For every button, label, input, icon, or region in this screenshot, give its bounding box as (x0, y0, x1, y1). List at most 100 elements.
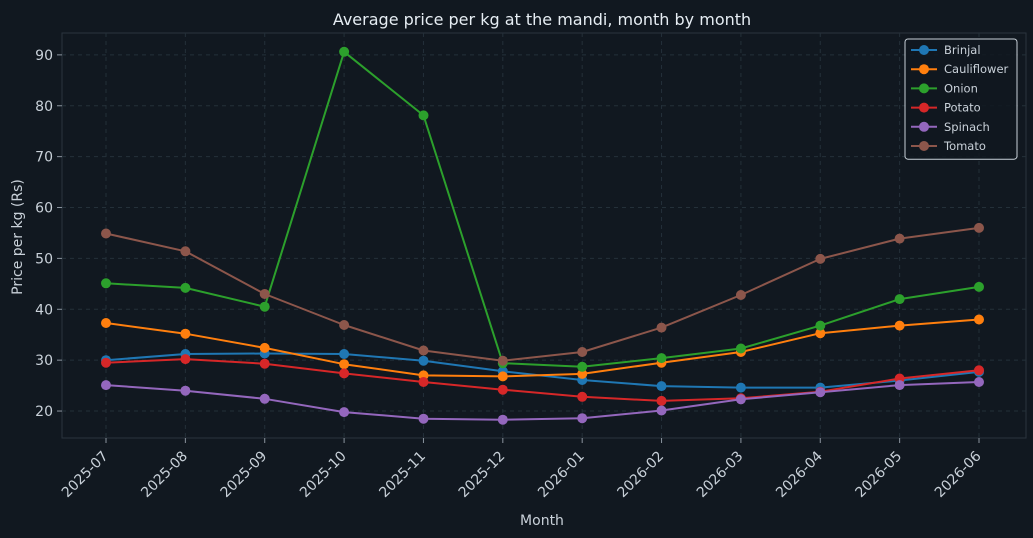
legend-item-brinjal: Brinjal (911, 43, 981, 57)
data-point-tomato (259, 289, 270, 299)
data-point-tomato (974, 222, 984, 233)
y-tick-label: 70 (35, 150, 53, 166)
data-point-potato (339, 368, 350, 379)
legend-item-tomato: Tomato (911, 139, 986, 153)
series-tomato (101, 222, 984, 366)
series-line-spinach (105, 381, 980, 421)
data-point-potato (656, 395, 667, 406)
legend-label: Tomato (943, 139, 986, 153)
data-point-tomato (497, 355, 508, 366)
data-point-onion (815, 320, 826, 331)
series-cauliflower (101, 314, 984, 382)
data-point-brinjal (735, 382, 746, 393)
legend-item-potato: Potato (911, 101, 981, 115)
y-tick-label: 40 (35, 302, 53, 318)
data-point-spinach (180, 385, 191, 396)
legend-swatch-marker (919, 102, 929, 113)
y-tick-label: 80 (35, 99, 53, 115)
data-point-cauliflower (815, 328, 826, 339)
chart-title: Average price per kg at the mandi, month… (333, 10, 751, 29)
data-point-cauliflower (339, 359, 350, 370)
data-point-onion (974, 281, 984, 292)
data-point-potato (180, 354, 191, 365)
data-point-cauliflower (497, 371, 508, 382)
data-point-brinjal (656, 381, 667, 392)
data-point-spinach (497, 414, 508, 425)
y-tick-label: 50 (35, 251, 53, 267)
series-onion (101, 46, 984, 372)
data-point-potato (577, 391, 588, 402)
data-point-spinach (656, 405, 667, 416)
data-point-spinach (577, 413, 588, 424)
data-point-tomato (656, 322, 667, 333)
data-point-tomato (894, 233, 905, 244)
data-point-tomato (815, 253, 826, 264)
x-axis-label: Month (520, 513, 564, 529)
data-point-potato (418, 377, 429, 387)
y-axis-ticks: 20 30 40 50 60 70 80 90 (35, 48, 62, 420)
data-point-onion (339, 46, 350, 57)
data-point-tomato (418, 345, 429, 356)
data-point-brinjal (418, 355, 429, 366)
data-point-potato (497, 384, 508, 395)
data-point-onion (577, 361, 588, 372)
data-point-brinjal (339, 349, 350, 359)
data-point-spinach (894, 380, 905, 391)
data-point-onion (101, 278, 111, 289)
series-line-tomato (105, 226, 980, 362)
data-point-tomato (339, 320, 350, 330)
legend-item-cauliflower: Cauliflower (911, 62, 1009, 76)
data-point-spinach (101, 380, 111, 391)
legend: Brinjal Cauliflower Onion Potato Spinach Toma… (904, 38, 1018, 160)
data-point-onion (894, 294, 905, 305)
legend-swatch-marker (919, 83, 929, 94)
data-point-potato (259, 358, 270, 369)
legend-item-onion: Onion (911, 81, 978, 95)
y-tick-label: 90 (35, 48, 53, 64)
data-point-spinach (339, 407, 350, 418)
legend-label: Spinach (944, 120, 990, 134)
data-point-potato (974, 365, 984, 376)
data-point-onion (656, 353, 667, 364)
data-point-spinach (815, 387, 826, 398)
legend-label: Brinjal (944, 43, 981, 57)
series-spinach (101, 377, 984, 425)
legend-label: Cauliflower (944, 62, 1009, 76)
data-point-onion (418, 110, 429, 121)
data-point-cauliflower (101, 318, 111, 328)
data-point-tomato (180, 246, 191, 257)
series-line-onion (105, 50, 980, 368)
data-point-spinach (418, 413, 429, 424)
legend-swatch-marker (919, 45, 929, 55)
data-point-spinach (735, 394, 746, 405)
data-point-tomato (101, 228, 111, 239)
legend-label: Potato (944, 101, 981, 115)
data-point-cauliflower (180, 328, 191, 339)
y-axis-label: Price per kg (Rs) (10, 179, 26, 295)
series-layer (101, 46, 984, 425)
y-tick-label: 20 (35, 404, 53, 420)
data-point-cauliflower (577, 368, 588, 379)
y-tick-label: 60 (35, 201, 53, 217)
data-point-tomato (577, 347, 588, 357)
data-point-onion (735, 343, 746, 354)
plot-area (61, 32, 1027, 439)
legend-swatch-marker (919, 141, 929, 151)
data-point-cauliflower (974, 314, 984, 325)
data-point-spinach (974, 377, 984, 387)
y-tick-label: 30 (35, 353, 53, 369)
data-point-cauliflower (259, 342, 270, 353)
legend-swatch-marker (919, 121, 929, 132)
data-point-tomato (735, 290, 746, 300)
series-line-potato (105, 358, 980, 402)
data-point-spinach (259, 393, 270, 404)
legend-swatch-marker (919, 64, 929, 75)
data-point-cauliflower (894, 320, 905, 331)
legend-label: Onion (944, 81, 978, 95)
legend-item-spinach: Spinach (911, 120, 990, 134)
data-point-onion (180, 282, 191, 293)
data-point-potato (101, 357, 111, 368)
series-line-cauliflower (105, 318, 980, 378)
data-point-onion (259, 301, 270, 312)
